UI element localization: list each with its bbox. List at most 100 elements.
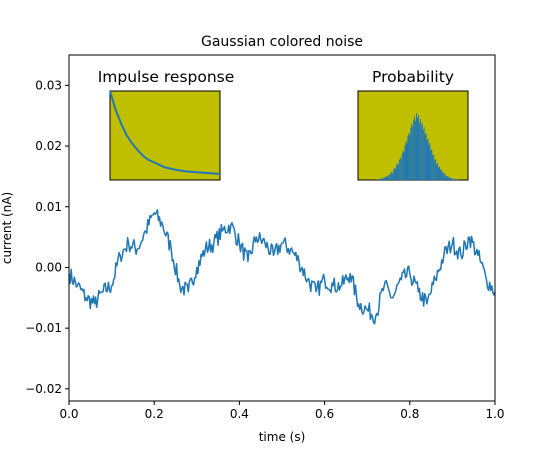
histogram-bar (434, 159, 436, 180)
histogram-bar (450, 177, 452, 180)
histogram-bar (430, 150, 432, 180)
histogram-bar (395, 165, 397, 180)
histogram-bar (385, 176, 387, 180)
impulse-response-plot (109, 90, 221, 175)
histogram-bar (392, 173, 394, 180)
impulse-response-title: Impulse response (98, 68, 235, 86)
histogram-bar (382, 178, 384, 180)
histogram-bar (429, 143, 431, 180)
histogram-bar (418, 122, 420, 180)
histogram-bar (386, 175, 388, 180)
histogram-bar (417, 117, 418, 180)
histogram-bar (433, 154, 435, 180)
probability-inset: Probability (357, 68, 469, 181)
histogram-bar (422, 129, 424, 180)
y-axis-ticks: −0.02 −0.01 0.00 0.01 0.02 0.03 (25, 78, 69, 396)
histogram-bar (435, 159, 437, 180)
histogram-bar (447, 177, 449, 180)
histogram-bar (426, 139, 428, 180)
histogram-bar (405, 141, 407, 180)
x-axis-ticks: 0.0 0.2 0.4 0.6 0.8 1.0 (59, 401, 505, 421)
histogram-bar (379, 178, 381, 180)
histogram-bar (388, 174, 390, 180)
histogram-bar (415, 121, 417, 180)
histogram-bar (427, 138, 429, 180)
histogram-bar (391, 171, 393, 180)
histogram-bar (419, 119, 421, 180)
histogram-bar (438, 166, 440, 180)
x-tick-label: 1.0 (485, 407, 504, 421)
impulse-response-background (109, 90, 221, 181)
histogram-bar (399, 157, 401, 180)
x-axis-label: time (s) (259, 430, 306, 444)
x-tick-label: 0.8 (400, 407, 419, 421)
y-tick-label: 0.01 (35, 200, 62, 214)
histogram-bar (413, 119, 415, 180)
histogram-bar (428, 145, 430, 180)
histogram-bar (420, 125, 422, 180)
histogram-bar (384, 177, 386, 180)
histogram-bar (438, 167, 439, 180)
histogram-bar (380, 179, 382, 180)
histogram-bar (376, 179, 378, 180)
histogram-bar (442, 171, 444, 180)
histogram-bar (400, 159, 402, 180)
histogram-bar (423, 127, 425, 180)
probability-histogram (376, 113, 460, 180)
histogram-bar (436, 163, 438, 180)
histogram-bar (456, 179, 458, 180)
impulse-response-line (109, 90, 221, 175)
histogram-bar (414, 116, 416, 180)
histogram-bar (407, 135, 409, 180)
plot-frame (68, 54, 496, 402)
histogram-bar (404, 145, 406, 180)
histogram-bar (397, 164, 399, 180)
histogram-bar (411, 123, 413, 180)
histogram-bar (417, 115, 419, 180)
histogram-bar (444, 173, 446, 180)
histogram-bar (443, 174, 445, 180)
histogram-bar (425, 133, 427, 180)
probability-title: Probability (372, 68, 454, 86)
histogram-bar (408, 133, 410, 180)
histogram-bar (441, 172, 443, 180)
histogram-bar (445, 175, 447, 180)
histogram-bar (381, 177, 383, 180)
histogram-bar (393, 169, 395, 180)
histogram-bar (439, 169, 441, 180)
histogram-bar (412, 126, 414, 180)
histogram-bar (390, 173, 392, 180)
histogram-bar (395, 169, 396, 180)
histogram-bar (402, 150, 404, 180)
histogram-bar (453, 179, 455, 180)
histogram-bar (449, 177, 451, 180)
histogram-bar (448, 176, 450, 180)
y-tick-label: 0.02 (35, 139, 62, 153)
histogram-bar (424, 134, 426, 180)
histogram-bar (394, 167, 396, 180)
histogram-bar (410, 127, 412, 180)
x-tick-label: 0.0 (59, 407, 78, 421)
series-layer (68, 209, 496, 325)
histogram-bar (437, 163, 439, 180)
histogram-bar (446, 175, 448, 180)
impulse-response-inset: Impulse response (98, 68, 235, 181)
x-tick-label: 0.4 (230, 407, 249, 421)
histogram-bar (421, 123, 423, 180)
histogram-bar (416, 113, 417, 180)
chart-title: Gaussian colored noise (201, 34, 363, 50)
y-axis-label: current (nA) (0, 192, 14, 264)
histogram-bar (401, 153, 403, 180)
y-tick-label: −0.01 (25, 321, 62, 335)
histogram-bar (383, 177, 385, 180)
noise-series-line (68, 209, 496, 325)
histogram-bar (432, 155, 434, 180)
y-tick-label: −0.02 (25, 382, 62, 396)
histogram-bar (403, 151, 405, 180)
histogram-bar (458, 179, 460, 180)
histogram-bar (409, 134, 411, 180)
histogram-bar (431, 149, 433, 180)
histogram-bar (406, 143, 408, 180)
histogram-bar (387, 176, 389, 180)
